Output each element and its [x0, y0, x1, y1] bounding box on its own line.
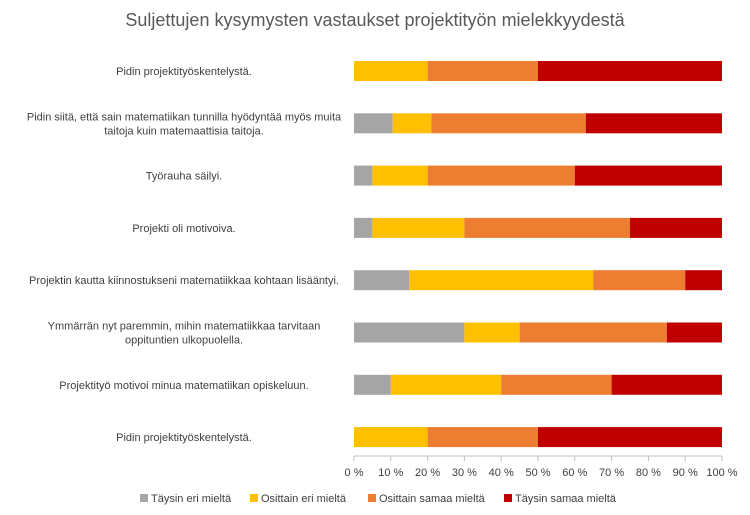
legend-label: Täysin eri mieltä [151, 493, 232, 505]
bar-segment-row2-series1 [354, 113, 393, 134]
legend-swatch [368, 494, 376, 502]
bar-segment-row2-series4 [585, 113, 722, 134]
category-label: Projektityö motivoi minua matematiikan o… [59, 380, 308, 392]
bar-segment-row7-series3 [501, 374, 612, 395]
bar-segment-row4-series3 [464, 217, 630, 238]
legend-item: Osittain eri mieltä [250, 493, 347, 505]
bar-segment-row5-series1 [354, 270, 410, 291]
legend-label: Osittain samaa mieltä [379, 493, 486, 505]
category-label: Työrauha säilyi. [146, 171, 222, 183]
x-tick-label: 0 % [345, 467, 364, 479]
category-label: Pidin siitä, että sain matematiikan tunn… [27, 111, 342, 137]
bar-segment-row7-series4 [611, 374, 722, 395]
legend-swatch [504, 494, 512, 502]
bar-segment-row3-series3 [427, 165, 575, 186]
x-tick-label: 90 % [673, 467, 698, 479]
legend-label: Täysin samaa mieltä [515, 493, 617, 505]
bar-segment-row5-series4 [685, 270, 722, 291]
bar-segment-row8-series3 [427, 427, 538, 448]
bar-segment-row4-series4 [630, 217, 722, 238]
x-tick-label: 60 % [562, 467, 587, 479]
category-label: Pidin projektityöskentelystä. [116, 66, 252, 78]
x-tick-label: 30 % [452, 467, 477, 479]
bar-segment-row1-series4 [538, 61, 722, 81]
bar-segment-row8-series4 [538, 427, 722, 448]
bar-segment-row7-series2 [390, 374, 502, 395]
bar-segment-row2-series2 [392, 113, 432, 134]
legend: Täysin eri mieltä Osittain eri mieltä Osit… [140, 493, 617, 505]
x-tick-label: 70 % [599, 467, 624, 479]
x-tick-label: 80 % [636, 467, 661, 479]
bar-segment-row5-series3 [593, 270, 686, 291]
x-tick-label: 40 % [489, 467, 514, 479]
bar-segment-row4-series1 [354, 217, 373, 238]
bar-segment-row6-series3 [519, 322, 667, 343]
bar-segment-row7-series1 [354, 374, 391, 395]
legend-item: Täysin samaa mieltä [504, 493, 617, 505]
category-label: Projektin kautta kiinnostukseni matemati… [29, 275, 339, 287]
x-tick-label: 20 % [415, 467, 440, 479]
category-labels: Pidin projektityöskentelystä. Pidin siitä… [27, 66, 342, 444]
x-tick-label: 10 % [378, 467, 403, 479]
legend-item: Täysin eri mieltä [140, 493, 232, 505]
bar-segment-row3-series2 [372, 165, 428, 186]
category-label: Projekti oli motivoiva. [132, 223, 235, 235]
chart-title: Suljettujen kysymysten vastaukset projek… [125, 10, 625, 30]
bar-segment-row1-series3 [427, 61, 538, 81]
bar-segment-row6-series1 [354, 322, 465, 343]
bar-segment-row2-series3 [431, 113, 586, 134]
bar-segment-row1-series2 [354, 61, 428, 81]
legend-item: Osittain samaa mieltä [368, 493, 486, 505]
legend-swatch [250, 494, 258, 502]
bar-segment-row3-series4 [574, 165, 722, 186]
bar-segment-row8-series2 [354, 427, 428, 448]
x-tick-label: 100 % [706, 467, 737, 479]
category-label: Pidin projektityöskentelystä. [116, 432, 252, 444]
bar-segment-row6-series2 [464, 322, 520, 343]
bar-segment-row4-series2 [372, 217, 465, 238]
bar-segment-row6-series4 [666, 322, 722, 343]
x-axis: 0 % 10 % 20 % 30 % 40 % 50 % 60 % 70 % 80 % 90 % 1… [345, 455, 738, 479]
bar-segment-row3-series1 [354, 165, 373, 186]
legend-swatch [140, 494, 148, 502]
legend-label: Osittain eri mieltä [261, 493, 347, 505]
bars-layer [354, 61, 722, 448]
x-tick-label: 50 % [525, 467, 550, 479]
category-label: Ymmärrän nyt paremmin, mihin matematiikk… [48, 321, 321, 347]
bar-segment-row5-series2 [409, 270, 594, 291]
